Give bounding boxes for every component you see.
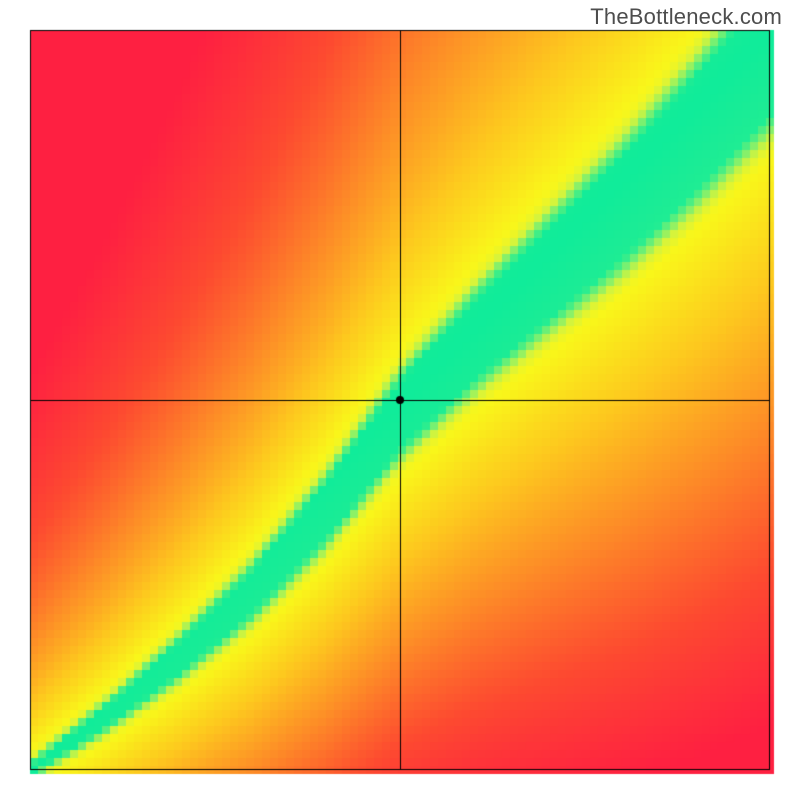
heatmap-canvas [0, 0, 800, 800]
watermark-text: TheBottleneck.com [590, 4, 782, 30]
chart-container: TheBottleneck.com [0, 0, 800, 800]
